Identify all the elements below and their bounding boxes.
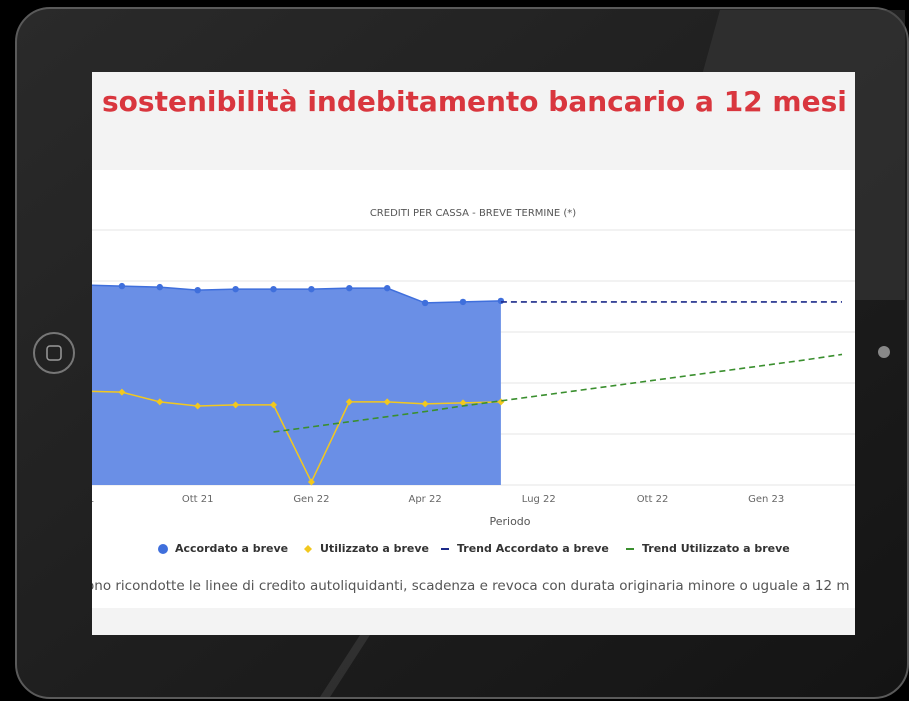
- point: [460, 299, 466, 305]
- chart-title: CREDITI PER CASSA - BREVE TERMINE (*): [370, 208, 576, 219]
- point: [422, 300, 428, 306]
- camera: [878, 346, 890, 358]
- point: [346, 285, 352, 291]
- tablet-screenshot: sostenibilità indebitamento bancario a 1…: [0, 0, 909, 701]
- x-tick-label: Ott 21: [182, 494, 214, 505]
- legend-label[interactable]: Trend Utilizzato a breve: [642, 542, 790, 555]
- point: [195, 287, 201, 293]
- footnote: ono ricondotte le linee di credito autol…: [86, 578, 849, 594]
- area: [84, 285, 501, 485]
- page: sostenibilità indebitamento bancario a 1…: [0, 0, 909, 701]
- page-title: sostenibilità indebitamento bancario a 1…: [102, 85, 847, 118]
- screen: sostenibilità indebitamento bancario a 1…: [81, 72, 856, 635]
- point: [384, 285, 390, 291]
- point: [498, 298, 504, 304]
- footer-band: [92, 608, 855, 635]
- point: [119, 283, 125, 289]
- point: [308, 286, 314, 292]
- point: [157, 284, 163, 290]
- x-axis-title: Periodo: [489, 515, 530, 528]
- point: [232, 286, 238, 292]
- x-tick-label: Ott 22: [637, 494, 669, 505]
- point: [270, 286, 276, 292]
- x-tick-label: Gen 23: [748, 494, 784, 505]
- legend-label[interactable]: Accordato a breve: [175, 542, 288, 555]
- x-tick-label: Apr 22: [408, 494, 441, 505]
- x-tick-label: Lug 22: [522, 494, 556, 505]
- legend-label[interactable]: Utilizzato a breve: [320, 542, 429, 555]
- legend-symbol: [158, 544, 168, 554]
- home-button[interactable]: [34, 333, 74, 373]
- legend-label[interactable]: Trend Accordato a breve: [457, 542, 609, 555]
- x-tick-label: Gen 22: [293, 494, 329, 505]
